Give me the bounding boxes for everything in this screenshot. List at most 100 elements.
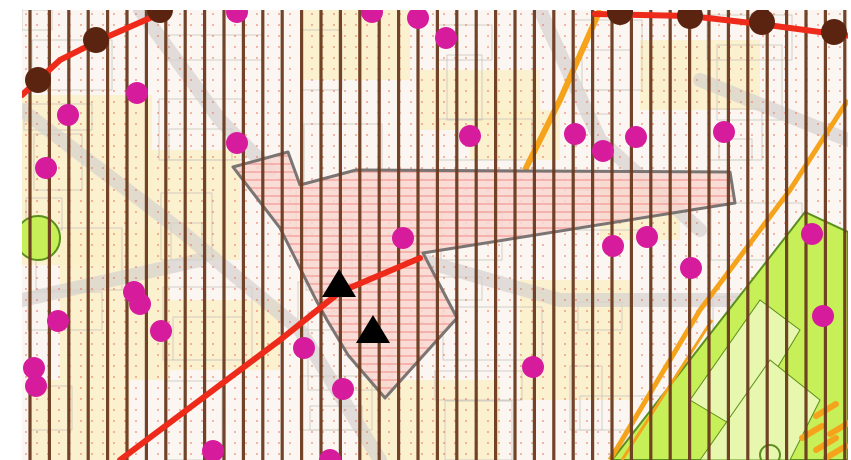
grid-dot <box>267 244 269 246</box>
parcel-outline[interactable] <box>444 400 513 460</box>
road[interactable] <box>693 73 848 147</box>
grid-dot <box>113 145 115 147</box>
magenta-point[interactable] <box>332 378 354 400</box>
magenta-point[interactable] <box>319 449 341 460</box>
magenta-point[interactable] <box>35 157 57 179</box>
magenta-point[interactable] <box>636 226 658 248</box>
green-ring[interactable] <box>759 444 781 460</box>
grid-dot <box>674 57 676 59</box>
grid-dot <box>509 343 511 345</box>
grid-dot <box>531 310 533 312</box>
grid-dot <box>58 68 60 70</box>
magenta-point[interactable] <box>801 223 823 245</box>
magenta-point[interactable] <box>680 257 702 279</box>
grid-dot <box>740 222 742 224</box>
grid-dot <box>102 68 104 70</box>
parcel-outline[interactable] <box>706 14 793 61</box>
magenta-point[interactable] <box>226 1 248 23</box>
parcel-block[interactable] <box>30 380 130 460</box>
magenta-point[interactable] <box>435 27 457 49</box>
grid-dot <box>113 233 115 235</box>
grid-dot <box>663 167 665 169</box>
orange-line[interactable] <box>607 98 848 460</box>
route-node[interactable] <box>821 19 847 45</box>
route-node[interactable] <box>147 0 173 23</box>
orange-line[interactable] <box>620 319 714 460</box>
magenta-point[interactable] <box>713 121 735 143</box>
grid-dot <box>773 13 775 15</box>
hatched-area-outline[interactable] <box>231 150 737 400</box>
grid-dot <box>245 211 247 213</box>
magenta-point[interactable] <box>459 125 481 147</box>
grid-dot <box>179 189 181 191</box>
grid-dot <box>366 420 368 422</box>
magenta-point[interactable] <box>226 132 248 154</box>
green-circle[interactable] <box>16 215 61 261</box>
parcel-outline[interactable] <box>434 370 523 401</box>
magenta-point[interactable] <box>47 310 69 332</box>
road[interactable] <box>413 253 767 307</box>
route-node[interactable] <box>83 27 109 53</box>
magenta-point[interactable] <box>564 123 586 145</box>
route-nodes-layer[interactable] <box>25 0 847 93</box>
red-route[interactable] <box>117 255 423 460</box>
grid-dot <box>135 13 137 15</box>
grid-dot <box>355 431 357 433</box>
magenta-point[interactable] <box>293 337 315 359</box>
orange-mark[interactable] <box>823 443 848 460</box>
parcel-outline[interactable] <box>446 54 483 121</box>
road[interactable] <box>22 253 207 307</box>
grid-dot <box>608 134 610 136</box>
grid-dot <box>663 266 665 268</box>
route-node[interactable] <box>677 3 703 29</box>
magenta-point[interactable] <box>23 357 45 379</box>
route-node[interactable] <box>25 67 51 93</box>
green-subzone[interactable] <box>689 299 801 431</box>
magenta-point[interactable] <box>202 440 224 460</box>
magenta-point[interactable] <box>392 227 414 249</box>
magenta-point[interactable] <box>25 375 47 397</box>
parcel-outline[interactable] <box>718 138 753 161</box>
grid-dot <box>817 35 819 37</box>
route-node[interactable] <box>749 9 775 35</box>
grid-dot <box>201 288 203 290</box>
magenta-point[interactable] <box>602 235 624 257</box>
grid-dot <box>256 24 258 26</box>
magenta-points-layer[interactable] <box>23 1 834 460</box>
magenta-point[interactable] <box>592 140 614 162</box>
triangle-marker[interactable] <box>356 315 390 343</box>
magenta-point[interactable] <box>407 7 429 29</box>
triangle-markers-layer[interactable] <box>322 269 390 343</box>
parcel-outline[interactable] <box>31 39 113 91</box>
magenta-point[interactable] <box>522 356 544 378</box>
magenta-point[interactable] <box>361 1 383 23</box>
orange-mark[interactable] <box>827 419 850 437</box>
grid-dot <box>575 79 577 81</box>
grid-dot <box>762 244 764 246</box>
grid-dot <box>179 310 181 312</box>
magenta-point[interactable] <box>126 82 148 104</box>
magenta-point[interactable] <box>129 293 151 315</box>
grid-dot <box>531 398 533 400</box>
orange-line[interactable] <box>522 10 603 172</box>
magenta-point[interactable] <box>812 305 834 327</box>
grid-dot <box>113 365 115 367</box>
parcel-block[interactable] <box>300 10 410 80</box>
magenta-point[interactable] <box>57 104 79 126</box>
grid-dot <box>531 123 533 125</box>
grid-dot <box>542 244 544 246</box>
grid-dot <box>256 409 258 411</box>
grid-dot <box>113 200 115 202</box>
magenta-point[interactable] <box>150 320 172 342</box>
grid-dot <box>619 46 621 48</box>
grid-dot <box>355 123 357 125</box>
grid-dot <box>575 46 577 48</box>
grid-dot <box>817 167 819 169</box>
grid-dot <box>80 145 82 147</box>
triangle-marker[interactable] <box>322 269 356 297</box>
parcel-outline[interactable] <box>22 10 53 31</box>
route-node[interactable] <box>607 0 633 25</box>
magenta-point[interactable] <box>625 126 647 148</box>
